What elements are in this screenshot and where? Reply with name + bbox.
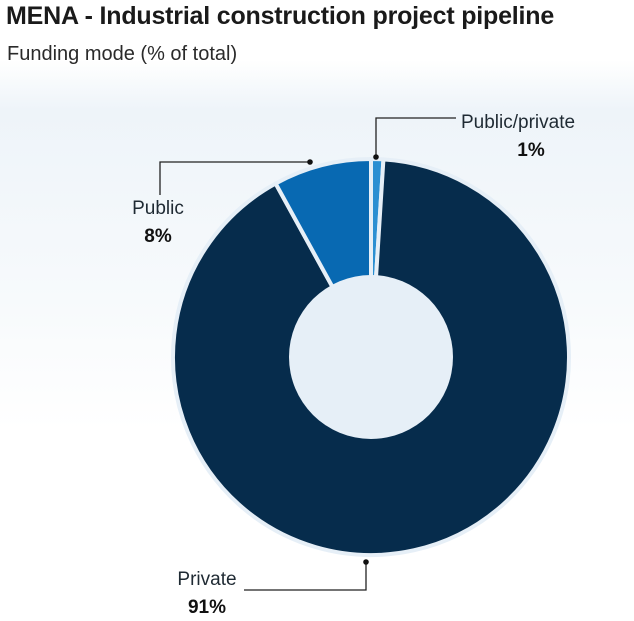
leader-dot-public (307, 159, 313, 165)
slice-label-public: Public (132, 198, 184, 219)
leader-lines (159, 117, 456, 591)
leader-line-private (244, 562, 367, 591)
leader-dot-private (363, 559, 369, 565)
slice-value-public: 8% (144, 226, 172, 247)
donut-hole (289, 275, 453, 439)
slice-labels: Public/private 1% Public 8% Private 91% (132, 112, 575, 618)
chart-subtitle: Funding mode (% of total) (7, 43, 238, 65)
slice-value-public-private: 1% (517, 140, 545, 161)
slice-label-private: Private (177, 569, 236, 590)
leader-line-public-private (375, 117, 456, 157)
leader-line-public (159, 161, 310, 195)
leader-dot-public-private (373, 154, 379, 160)
slice-value-private: 91% (188, 597, 226, 618)
chart-title: MENA - Industrial construction project p… (6, 2, 555, 30)
slice-label-public-private: Public/private (461, 112, 575, 133)
